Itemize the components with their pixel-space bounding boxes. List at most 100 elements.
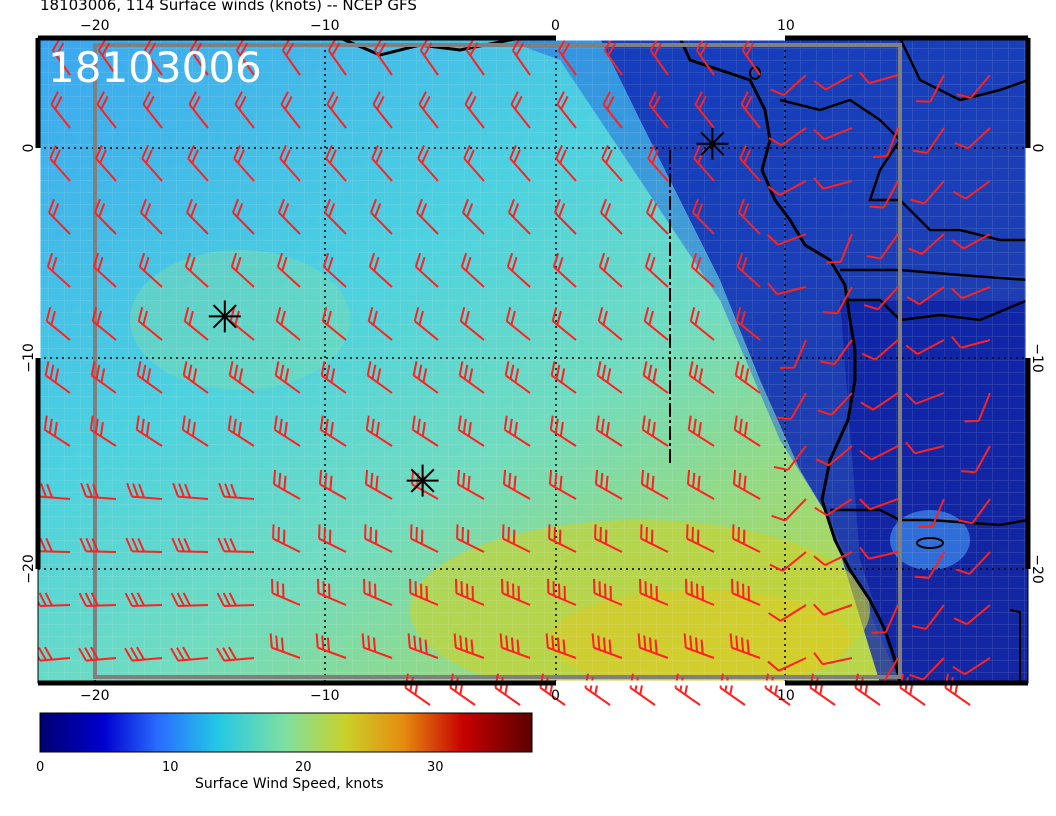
wind-barb <box>319 415 347 447</box>
wind-barb <box>641 415 669 447</box>
wind-barb <box>767 180 807 196</box>
wind-barb <box>779 339 807 370</box>
wind-barb <box>458 361 485 394</box>
wind-barb <box>767 657 807 672</box>
wind-barb <box>639 578 669 606</box>
wind-barb <box>417 144 439 182</box>
x-tick-label-top: 0 <box>551 18 560 34</box>
wind-barb <box>594 524 623 553</box>
wind-barb <box>866 233 899 260</box>
wind-barb <box>813 127 853 141</box>
border-line <box>779 98 1028 242</box>
wind-barb <box>685 578 715 606</box>
wind-barb <box>732 469 761 500</box>
wind-barb <box>951 233 991 250</box>
wind-barb <box>952 180 991 200</box>
wind-barb <box>276 252 301 288</box>
wind-barb <box>776 392 807 420</box>
wind-barb <box>820 339 853 366</box>
wind-barb <box>813 74 853 91</box>
wind-barb <box>38 592 71 607</box>
wind-barb <box>368 252 393 288</box>
wind-barb <box>908 233 945 255</box>
wind-barb <box>320 361 347 394</box>
wind-barb <box>823 286 853 315</box>
wind-barb <box>273 415 301 447</box>
wind-barb <box>955 551 991 575</box>
wind-barb <box>410 524 439 553</box>
wind-barb <box>509 144 531 182</box>
x-tick-label-top: 10 <box>777 18 795 34</box>
wind-barb <box>171 537 209 553</box>
border-line <box>840 268 1028 282</box>
wind-barb <box>79 537 117 553</box>
wind-barb <box>771 498 807 522</box>
wind-barb <box>78 592 117 607</box>
wind-barb <box>318 524 347 553</box>
wind-barb <box>768 604 807 622</box>
wind-barb <box>506 252 531 288</box>
wind-barb <box>453 633 485 659</box>
x-tick-label: −20 <box>80 688 110 704</box>
x-tick-label-top: −10 <box>310 18 340 34</box>
wind-barb <box>361 633 393 659</box>
wind-barb <box>78 646 117 662</box>
wind-barb <box>510 91 531 129</box>
y-tick-label-right: −10 <box>1029 343 1045 373</box>
wind-barb <box>90 361 117 394</box>
x-tick-label: −10 <box>310 688 340 704</box>
wind-barb <box>371 144 393 182</box>
wind-barb <box>170 592 209 607</box>
wind-barb <box>688 361 715 394</box>
colorbar-tick: 10 <box>162 760 179 775</box>
wind-barb <box>869 180 899 209</box>
wind-barb <box>740 91 761 129</box>
wind-barb <box>905 392 945 405</box>
wind-barb <box>410 469 439 500</box>
wind-barb <box>317 578 347 606</box>
wind-barb <box>94 198 117 235</box>
wind-barb <box>172 482 209 500</box>
wind-barb <box>124 592 163 607</box>
wind-barb <box>95 144 117 182</box>
wind-barb <box>501 578 531 606</box>
wind-barb <box>911 604 945 630</box>
wind-barb <box>232 198 255 235</box>
wind-barb <box>126 482 163 500</box>
wind-barb <box>141 144 163 182</box>
wind-barb <box>321 306 347 341</box>
wind-barb <box>647 144 669 182</box>
wind-barb <box>909 657 945 681</box>
wind-barb <box>365 415 393 447</box>
wind-barb <box>135 415 163 447</box>
wind-barb <box>961 445 991 474</box>
wind-barb <box>463 144 485 182</box>
wind-barb <box>234 91 255 129</box>
wind-barb <box>690 252 715 288</box>
wind-barb <box>738 198 761 235</box>
wind-barb <box>372 91 393 129</box>
wind-barb <box>813 603 853 616</box>
wind-barb <box>186 198 209 235</box>
asterisk-marker <box>406 464 439 497</box>
wind-barb <box>773 445 807 471</box>
wind-barb <box>44 361 71 394</box>
wind-barb <box>38 646 71 662</box>
wind-barb <box>502 469 531 500</box>
wind-barb <box>735 306 761 341</box>
wind-barb <box>38 537 71 553</box>
wind-barb <box>643 306 669 341</box>
wind-barb <box>412 361 439 394</box>
wind-barb <box>48 198 71 235</box>
wind-barb <box>601 144 623 182</box>
wind-barb <box>637 633 669 659</box>
wind-barb <box>456 524 485 553</box>
wind-barb <box>953 604 991 626</box>
wind-barb <box>502 524 531 553</box>
wind-barb <box>598 252 623 288</box>
wind-barb <box>640 469 669 500</box>
y-tick-label: 0 <box>21 144 37 153</box>
wind-barb <box>595 415 623 447</box>
wind-barb <box>269 633 301 659</box>
wind-barb <box>952 657 991 676</box>
